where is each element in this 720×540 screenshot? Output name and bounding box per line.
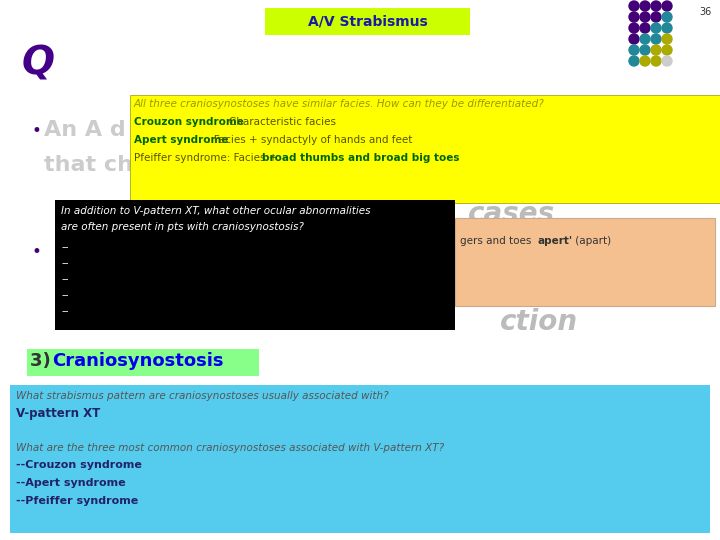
Circle shape — [662, 45, 672, 55]
Text: •: • — [32, 122, 42, 140]
Circle shape — [640, 34, 650, 44]
Circle shape — [629, 56, 639, 66]
Text: 3): 3) — [30, 352, 57, 370]
Text: •: • — [32, 243, 42, 261]
FancyBboxPatch shape — [10, 385, 710, 533]
Circle shape — [651, 45, 661, 55]
Circle shape — [651, 23, 661, 33]
Text: Craniosynostosis: Craniosynostosis — [52, 352, 223, 370]
Circle shape — [640, 1, 650, 11]
Circle shape — [640, 23, 650, 33]
Circle shape — [651, 56, 661, 66]
Text: broad thumbs and broad big toes: broad thumbs and broad big toes — [262, 153, 459, 163]
FancyBboxPatch shape — [55, 200, 455, 330]
Circle shape — [662, 23, 672, 33]
Circle shape — [651, 1, 661, 11]
Text: : Facies + syndactyly of hands and feet: : Facies + syndactyly of hands and feet — [207, 135, 413, 145]
Text: cases: cases — [468, 200, 555, 228]
Text: are often present in pts with craniosynostosis?: are often present in pts with craniosyno… — [61, 222, 304, 232]
Circle shape — [640, 12, 650, 22]
Text: --Apert syndrome: --Apert syndrome — [16, 478, 125, 488]
Circle shape — [629, 23, 639, 33]
Circle shape — [629, 12, 639, 22]
Circle shape — [662, 1, 672, 11]
Text: ction: ction — [500, 308, 578, 336]
FancyBboxPatch shape — [130, 95, 720, 203]
Text: --: -- — [61, 290, 68, 300]
Text: All three craniosynostoses have similar facies. How can they be differentiated?: All three craniosynostoses have similar … — [134, 99, 545, 109]
Text: : Characteristic facies: : Characteristic facies — [222, 117, 336, 127]
Circle shape — [662, 12, 672, 22]
Text: A/V Strabismus: A/V Strabismus — [307, 15, 428, 29]
Text: --: -- — [61, 258, 68, 268]
Text: apert': apert' — [538, 236, 573, 246]
Text: In addition to V-pattern XT, what other ocular abnormalities: In addition to V-pattern XT, what other … — [61, 206, 371, 216]
Text: An A d: An A d — [44, 120, 126, 140]
Text: --Pfeiffer syndrome: --Pfeiffer syndrome — [16, 496, 138, 506]
FancyBboxPatch shape — [265, 8, 470, 35]
Text: What are the three most common craniosynostoses associated with V-pattern XT?: What are the three most common craniosyn… — [16, 443, 444, 453]
Circle shape — [640, 45, 650, 55]
Text: --: -- — [61, 274, 68, 284]
FancyBboxPatch shape — [174, 159, 228, 181]
Circle shape — [629, 34, 639, 44]
Text: (apart): (apart) — [572, 236, 611, 246]
Circle shape — [662, 34, 672, 44]
FancyBboxPatch shape — [27, 349, 259, 376]
Text: Crouzon syndrome: Crouzon syndrome — [134, 117, 244, 127]
Circle shape — [662, 56, 672, 66]
Text: --: -- — [61, 242, 68, 252]
FancyBboxPatch shape — [455, 218, 715, 306]
Circle shape — [651, 34, 661, 44]
Text: --Crouzon syndrome: --Crouzon syndrome — [16, 460, 142, 470]
Text: Q: Q — [22, 45, 55, 83]
Text: that ch: that ch — [44, 155, 133, 175]
Circle shape — [651, 12, 661, 22]
Text: What strabismus pattern are craniosynostoses usually associated with?: What strabismus pattern are craniosynost… — [16, 391, 389, 401]
Circle shape — [640, 56, 650, 66]
Text: --: -- — [61, 306, 68, 316]
Text: gers and toes: gers and toes — [460, 236, 535, 246]
Text: Apert syndrome: Apert syndrome — [134, 135, 228, 145]
Text: Pfeiffer syndrome: Facies +: Pfeiffer syndrome: Facies + — [134, 153, 281, 163]
Circle shape — [629, 45, 639, 55]
Text: V-pattern XT: V-pattern XT — [16, 407, 100, 420]
Text: 36: 36 — [700, 7, 712, 17]
Circle shape — [629, 1, 639, 11]
